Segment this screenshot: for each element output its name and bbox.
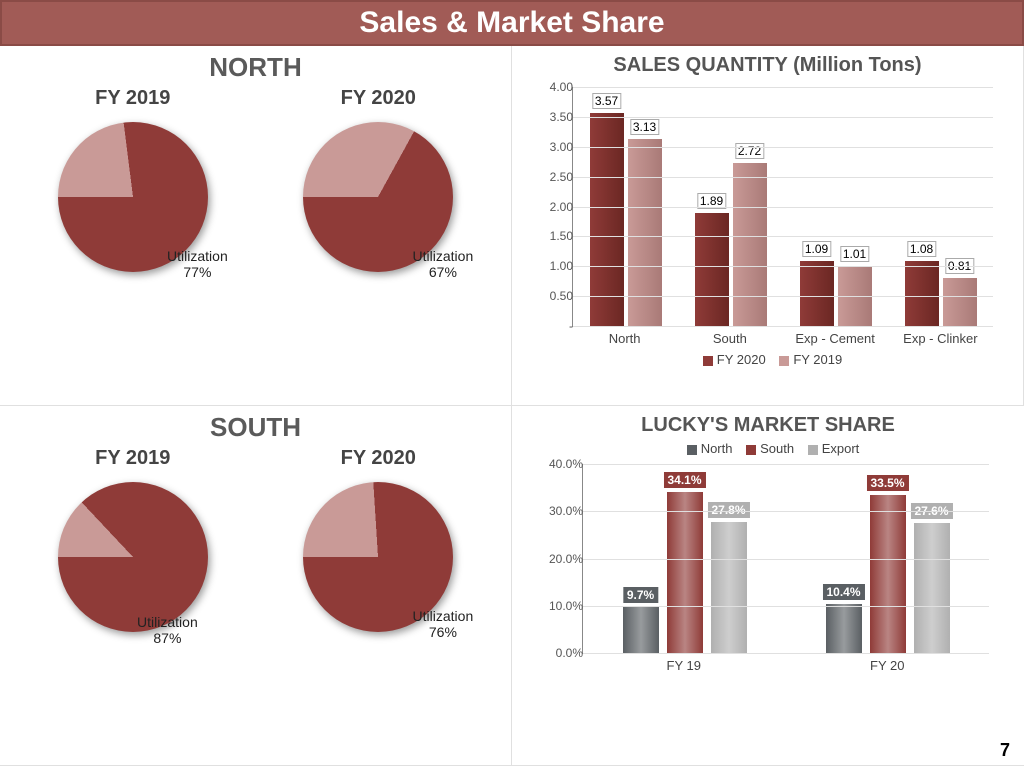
- south-fy2020: FY 2020 Utilization76%: [303, 447, 453, 632]
- legend: FY 2020 FY 2019: [522, 352, 1013, 367]
- chart-title: SALES QUANTITY (Million Tons): [522, 54, 1013, 77]
- x-label: South: [677, 327, 782, 346]
- south-fy2019: FY 2019 Utilization87%: [58, 447, 208, 632]
- sales-quantity-chart: SALES QUANTITY (Million Tons) 4.003.503.…: [512, 46, 1024, 406]
- bar: 2.72: [733, 163, 767, 326]
- pie-chart: [58, 482, 208, 632]
- utilization-label: Utilization87%: [137, 615, 198, 646]
- south-title: SOUTH: [10, 412, 501, 443]
- x-label: FY 19: [582, 654, 786, 673]
- bar: 27.6%: [914, 523, 950, 653]
- utilization-label: Utilization77%: [167, 249, 228, 280]
- year-label: FY 2020: [303, 87, 453, 110]
- bar-chart-area: 40.0%30.0%20.0%10.0%0.0% 9.7%34.1%27.8%1…: [582, 464, 989, 654]
- chart-grid: NORTH FY 2019 Utilization77% FY 2020 Uti…: [0, 46, 1024, 766]
- legend: North South Export: [522, 441, 1014, 456]
- bar: 1.89: [695, 213, 729, 326]
- year-label: FY 2020: [303, 447, 453, 470]
- chart-title: LUCKY'S MARKET SHARE: [522, 414, 1014, 437]
- bar-chart-area: 4.003.503.002.502.001.501.000.50- 3.573.…: [572, 87, 993, 327]
- utilization-label: Utilization76%: [413, 609, 474, 640]
- south-pies: SOUTH FY 2019 Utilization87% FY 2020 Uti…: [0, 406, 512, 766]
- bar: 1.08: [905, 261, 939, 326]
- bar: 33.5%: [870, 495, 906, 653]
- bar: 9.7%: [623, 607, 659, 653]
- page-number: 7: [1000, 740, 1010, 761]
- legend-label: Export: [822, 441, 860, 456]
- bar: 0.81: [943, 278, 977, 326]
- bar: 3.13: [628, 139, 662, 326]
- utilization-label: Utilization67%: [413, 249, 474, 280]
- legend-label: FY 2020: [717, 352, 766, 367]
- north-pies: NORTH FY 2019 Utilization77% FY 2020 Uti…: [0, 46, 512, 406]
- market-share-chart: LUCKY'S MARKET SHARE North South Export …: [512, 406, 1024, 766]
- legend-label: South: [760, 441, 794, 456]
- page-title: Sales & Market Share: [0, 0, 1024, 46]
- bar: 1.09: [800, 261, 834, 326]
- bar: 27.8%: [711, 522, 747, 653]
- x-label: Exp - Clinker: [888, 327, 993, 346]
- north-fy2019: FY 2019 Utilization77%: [58, 87, 208, 272]
- x-label: FY 20: [786, 654, 990, 673]
- north-fy2020: FY 2020 Utilization67%: [303, 87, 453, 272]
- x-label: North: [572, 327, 677, 346]
- year-label: FY 2019: [58, 87, 208, 110]
- bar: 3.57: [590, 113, 624, 326]
- year-label: FY 2019: [58, 447, 208, 470]
- legend-label: FY 2019: [793, 352, 842, 367]
- bar: 10.4%: [826, 604, 862, 653]
- x-label: Exp - Cement: [783, 327, 888, 346]
- bar: 34.1%: [667, 492, 703, 653]
- x-axis-labels: FY 19FY 20: [582, 654, 989, 673]
- legend-label: North: [701, 441, 733, 456]
- north-title: NORTH: [10, 52, 501, 83]
- x-axis-labels: NorthSouthExp - CementExp - Clinker: [572, 327, 993, 346]
